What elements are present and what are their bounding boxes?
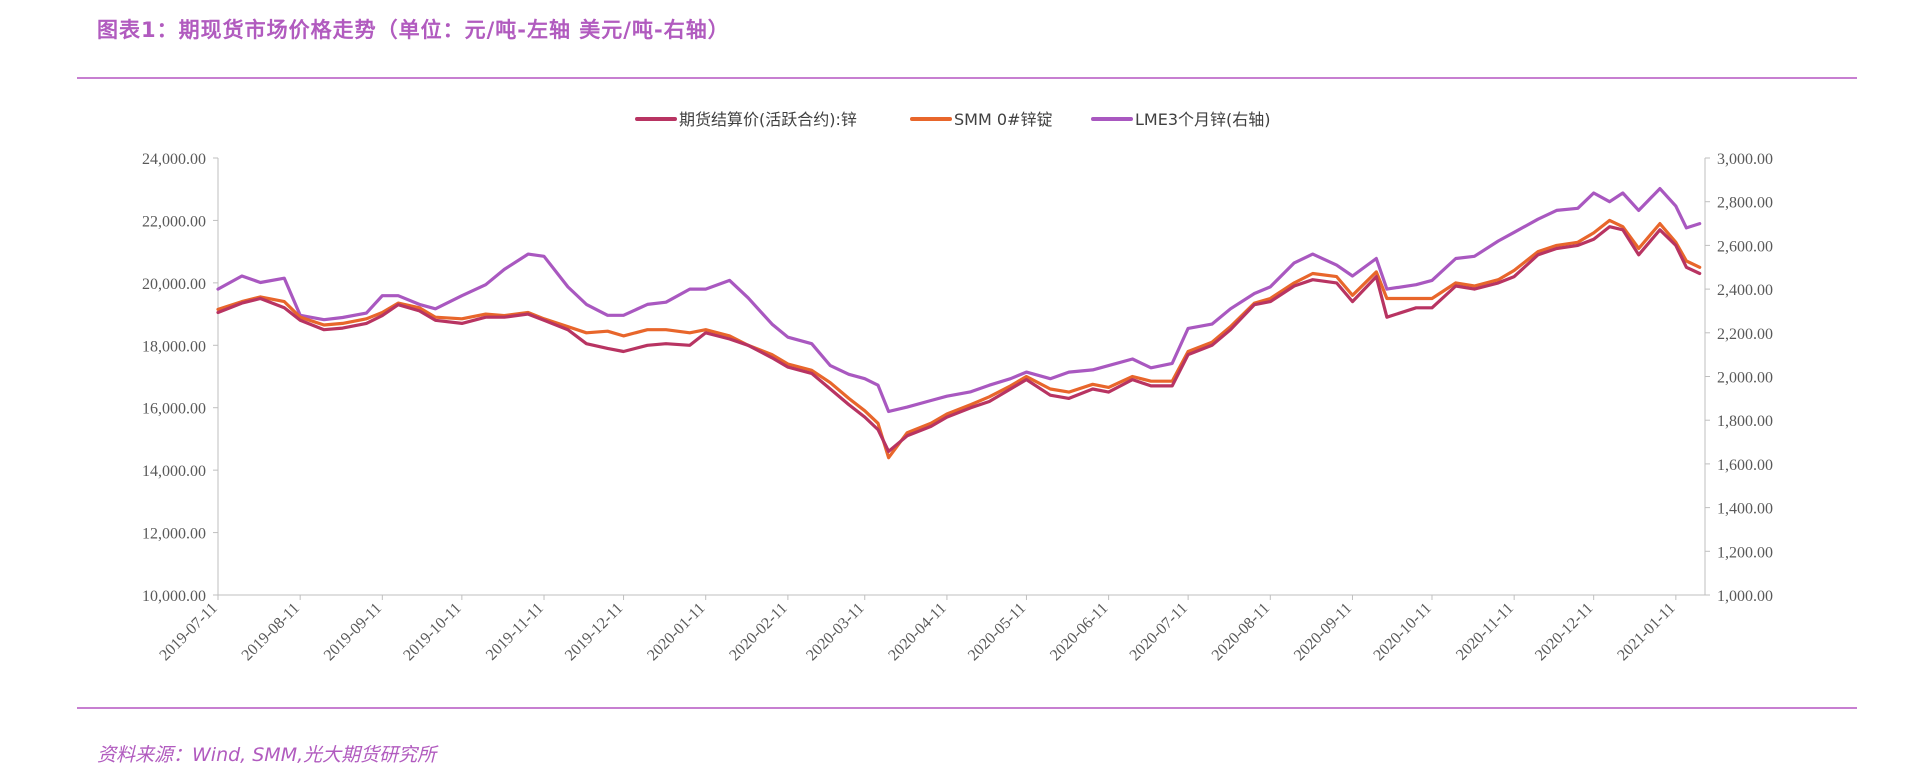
y-right-tick-label: 2,200.00: [1717, 326, 1773, 343]
x-tick-label: 2020-02-11: [726, 600, 790, 664]
legend: 期货结算价(活跃合约):锌 SMM 0#锌锭 LME3个月锌(右轴): [635, 110, 1271, 129]
y-left-tick-label: 12,000.00: [142, 526, 206, 543]
y-left-tick-label: 10,000.00: [142, 588, 206, 605]
y-right-tick-label: 3,000.00: [1717, 151, 1773, 168]
y-right-tick-label: 1,800.00: [1717, 413, 1773, 430]
source-note: 资料来源：Wind, SMM,光大期货研究所: [97, 744, 437, 766]
series-layer: [216, 187, 1702, 460]
legend-item-smm-label: SMM 0#锌锭: [954, 110, 1052, 129]
y-left-tick-label: 14,000.00: [142, 463, 206, 480]
x-tick-label: 2020-04-11: [885, 600, 949, 664]
chart-figure-title: 图表1：期现货市场价格走势（单位：元/吨-左轴 美元/吨-右轴）: [97, 18, 730, 42]
x-tick-label: 2020-07-11: [1127, 600, 1191, 664]
y-left-tick-label: 16,000.00: [142, 401, 206, 418]
y-right-tick-label: 1,000.00: [1717, 588, 1773, 605]
axes: 10,000.00 12,000.00 14,000.00 16,000.00 18,0…: [142, 151, 1773, 664]
y-left-tick-label: 20,000.00: [142, 276, 206, 293]
x-tick-label: 2020-09-11: [1291, 600, 1355, 664]
y-left-tick-label: 24,000.00: [142, 151, 206, 168]
x-tick-label: 2019-08-11: [239, 600, 303, 664]
x-tick-label: 2019-12-11: [562, 600, 626, 664]
y-right-tick-label: 1,600.00: [1717, 457, 1773, 474]
x-tick-label: 2019-09-11: [321, 600, 385, 664]
smm-series-line: [216, 218, 1702, 460]
x-tick-label: 2020-08-11: [1209, 600, 1273, 664]
y-right-tick-label: 2,000.00: [1717, 370, 1773, 387]
lme-series-line: [216, 187, 1702, 414]
x-tick-label: 2020-06-11: [1047, 600, 1111, 664]
y-right-tick-label: 2,600.00: [1717, 238, 1773, 255]
bottom-divider: [77, 707, 1857, 709]
legend-item-futures-label: 期货结算价(活跃合约):锌: [679, 110, 857, 129]
legend-item-lme-label: LME3个月锌(右轴): [1135, 110, 1271, 129]
y-right-tick-label: 2,800.00: [1717, 195, 1773, 212]
x-tick-label: 2019-07-11: [156, 600, 220, 664]
x-tick-label: 2021-01-11: [1614, 600, 1678, 664]
x-tick-label: 2019-11-11: [483, 600, 547, 664]
x-tick-label: 2020-11-11: [1453, 600, 1517, 664]
y-right-tick-label: 1,400.00: [1717, 501, 1773, 518]
y-left-tick-label: 22,000.00: [142, 213, 206, 230]
y-left-tick-label: 18,000.00: [142, 338, 206, 355]
x-tick-label: 2019-10-11: [400, 600, 464, 664]
y-right-tick-label: 2,400.00: [1717, 282, 1773, 299]
x-tick-label: 2020-01-11: [644, 600, 708, 664]
top-divider: [77, 77, 1857, 79]
y-right-tick-label: 1,200.00: [1717, 544, 1773, 561]
x-tick-label: 2020-12-11: [1532, 600, 1596, 664]
x-tick-label: 2020-03-11: [803, 600, 867, 664]
futures-series-line: [216, 225, 1702, 453]
x-tick-label: 2020-10-11: [1370, 600, 1434, 664]
chart-canvas: 期货结算价(活跃合约):锌 SMM 0#锌锭 LME3个月锌(右轴) 10,000.…: [142, 110, 1773, 664]
x-tick-label: 2020-05-11: [965, 600, 1029, 664]
